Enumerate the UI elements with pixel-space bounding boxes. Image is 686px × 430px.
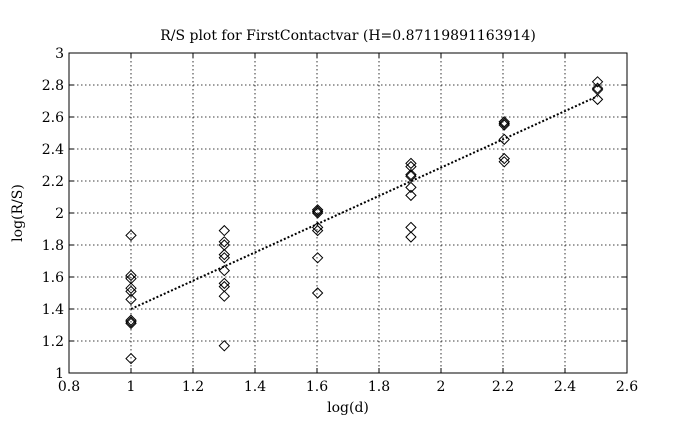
- data-point: [405, 157, 417, 170]
- y-tick-label: 1.4: [42, 302, 64, 318]
- x-tick-label: 1: [127, 379, 136, 395]
- x-tick-label: 2.2: [492, 379, 514, 395]
- y-tick-label: 1.2: [42, 334, 64, 350]
- x-tick-label: 0.8: [58, 379, 80, 395]
- data-point: [125, 269, 137, 282]
- x-tick-label: 1.8: [368, 379, 390, 395]
- data-point: [311, 252, 324, 264]
- data-point: [498, 156, 510, 168]
- y-tick-label: 1.6: [42, 270, 64, 286]
- x-tick-label: 2.6: [616, 379, 638, 395]
- data-point: [591, 93, 604, 106]
- y-tick-label: 1.8: [42, 238, 64, 254]
- y-tick-label: 1: [55, 366, 64, 382]
- y-axis-label: log(R/S): [10, 184, 26, 242]
- x-tick-label: 1.4: [244, 379, 266, 395]
- data-point: [498, 116, 510, 128]
- data-point: [311, 205, 324, 218]
- y-tick-label: 2: [55, 206, 64, 222]
- data-point: [218, 224, 231, 237]
- data-point: [498, 117, 510, 130]
- x-axis-label: log(d): [327, 400, 369, 416]
- data-point: [405, 168, 417, 181]
- x-tick-label: 2.4: [554, 379, 576, 395]
- data-point: [218, 236, 231, 248]
- data-point: [405, 170, 417, 182]
- data-point: [218, 340, 231, 352]
- data-point: [591, 82, 604, 94]
- data-point: [498, 119, 510, 131]
- data-point: [405, 181, 417, 194]
- data-point: [218, 248, 231, 261]
- data-point: [125, 282, 137, 294]
- data-point: [498, 152, 510, 165]
- data-point: [125, 316, 137, 328]
- data-point: [218, 252, 231, 264]
- y-tick-label: 2.2: [42, 174, 64, 190]
- data-point: [125, 317, 137, 330]
- y-tick-label: 3: [55, 46, 64, 62]
- y-tick-label: 2.6: [42, 110, 64, 126]
- data-point: [218, 239, 231, 251]
- x-tick-label: 1.2: [182, 379, 204, 395]
- fit-line: [130, 95, 598, 310]
- data-point: [125, 285, 137, 298]
- data-point: [311, 287, 324, 299]
- data-point: [498, 133, 510, 146]
- data-point: [125, 352, 137, 365]
- data-point: [405, 189, 417, 202]
- plot-frame: [68, 52, 628, 374]
- grid-lines: [69, 53, 627, 373]
- data-point: [218, 290, 231, 302]
- data-point: [125, 314, 137, 326]
- axis-ticks: [68, 52, 628, 374]
- fit-line-layer: [130, 95, 598, 310]
- data-point: [218, 264, 231, 277]
- data-point: [311, 204, 324, 216]
- data-point: [405, 221, 417, 234]
- x-tick-labels: 0.8 1 1.2 1.4 1.6 1.8 2 2.2 2.4 2.6: [58, 379, 638, 395]
- y-tick-label: 2.8: [42, 78, 64, 94]
- data-point: [218, 280, 231, 293]
- chart-title: R/S plot for FirstContactvar (H=0.871198…: [160, 28, 536, 44]
- data-point: [591, 76, 604, 88]
- data-point: [125, 229, 137, 242]
- x-tick-label: 2: [437, 379, 446, 395]
- data-point: [125, 293, 137, 306]
- data-point: [218, 277, 231, 290]
- data-points: [125, 76, 604, 365]
- data-point: [311, 224, 324, 237]
- data-point: [311, 221, 324, 234]
- y-tick-labels: 1 1.2 1.4 1.6 1.8 2 2.2 2.4 2.6 2.8 3: [42, 46, 64, 382]
- data-point: [405, 231, 417, 243]
- y-tick-label: 2.4: [42, 142, 64, 158]
- x-tick-label: 1.6: [306, 379, 328, 395]
- data-point: [311, 207, 324, 219]
